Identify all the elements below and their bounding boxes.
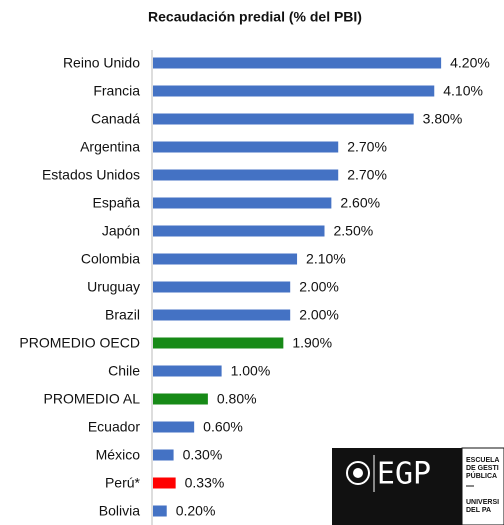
value-label: 4.10%: [443, 83, 483, 99]
category-label: PROMEDIO OECD: [19, 335, 140, 351]
category-label: Uruguay: [87, 279, 140, 295]
category-label: Francia: [93, 83, 140, 99]
value-label: 3.80%: [423, 111, 463, 127]
bar: [153, 169, 339, 181]
bar: [153, 113, 414, 125]
value-label: 4.20%: [450, 55, 490, 71]
value-label: 2.70%: [347, 167, 387, 183]
logo-mark: EGP: [377, 457, 431, 492]
value-label: 0.33%: [185, 475, 225, 491]
logo-text: DEL PA: [466, 507, 491, 514]
category-label: Ecuador: [88, 419, 140, 435]
bar: [153, 337, 284, 349]
logo-text: DE GESTI: [466, 465, 499, 472]
category-label: Brazil: [105, 307, 140, 323]
bar: [153, 85, 435, 97]
logo-icon: [346, 461, 370, 485]
bar: [153, 309, 291, 321]
bar: [153, 449, 174, 461]
bar: [153, 477, 176, 489]
logo-text: UNIVERSI: [466, 499, 499, 506]
category-label: Perú*: [105, 475, 141, 491]
category-label: Bolivia: [99, 503, 140, 519]
logo-text: ESCUELA: [466, 457, 499, 464]
category-label: Reino Unido: [63, 55, 140, 71]
bar: [153, 421, 195, 433]
value-label: 2.70%: [347, 139, 387, 155]
bar: [153, 393, 208, 405]
value-label: 0.30%: [183, 447, 223, 463]
value-label: 2.50%: [334, 223, 374, 239]
value-label: 2.00%: [299, 307, 339, 323]
bar: [153, 197, 332, 209]
bar: [153, 141, 339, 153]
bar: [153, 253, 298, 265]
value-label: 2.10%: [306, 251, 346, 267]
logo-text: PÚBLICA: [466, 471, 497, 480]
chart-title: Recaudación predial (% del PBI): [148, 9, 362, 25]
category-label: España: [93, 195, 141, 211]
value-label: 0.60%: [203, 419, 243, 435]
category-label: Chile: [108, 363, 140, 379]
value-label: 0.20%: [176, 503, 216, 519]
logo: EGP ESCUELA DE GESTI PÚBLICA UNIVERSI DE…: [332, 447, 504, 525]
category-label: Estados Unidos: [42, 167, 140, 183]
category-label: México: [96, 447, 141, 463]
value-label: 0.80%: [217, 391, 257, 407]
category-label: PROMEDIO AL: [44, 391, 141, 407]
logo-box: [332, 448, 462, 525]
logo-icon-inner: [353, 468, 363, 478]
value-label: 2.00%: [299, 279, 339, 295]
category-label: Colombia: [81, 251, 140, 267]
bar: [153, 365, 222, 377]
value-label: 1.00%: [231, 363, 271, 379]
value-label: 2.60%: [340, 195, 380, 211]
category-label: Japón: [102, 223, 140, 239]
bar: [153, 57, 442, 69]
bar: [153, 281, 291, 293]
bar: [153, 505, 167, 517]
bar: [153, 225, 325, 237]
value-label: 1.90%: [292, 335, 332, 351]
category-label: Canadá: [91, 111, 140, 127]
category-label: Argentina: [80, 139, 140, 155]
